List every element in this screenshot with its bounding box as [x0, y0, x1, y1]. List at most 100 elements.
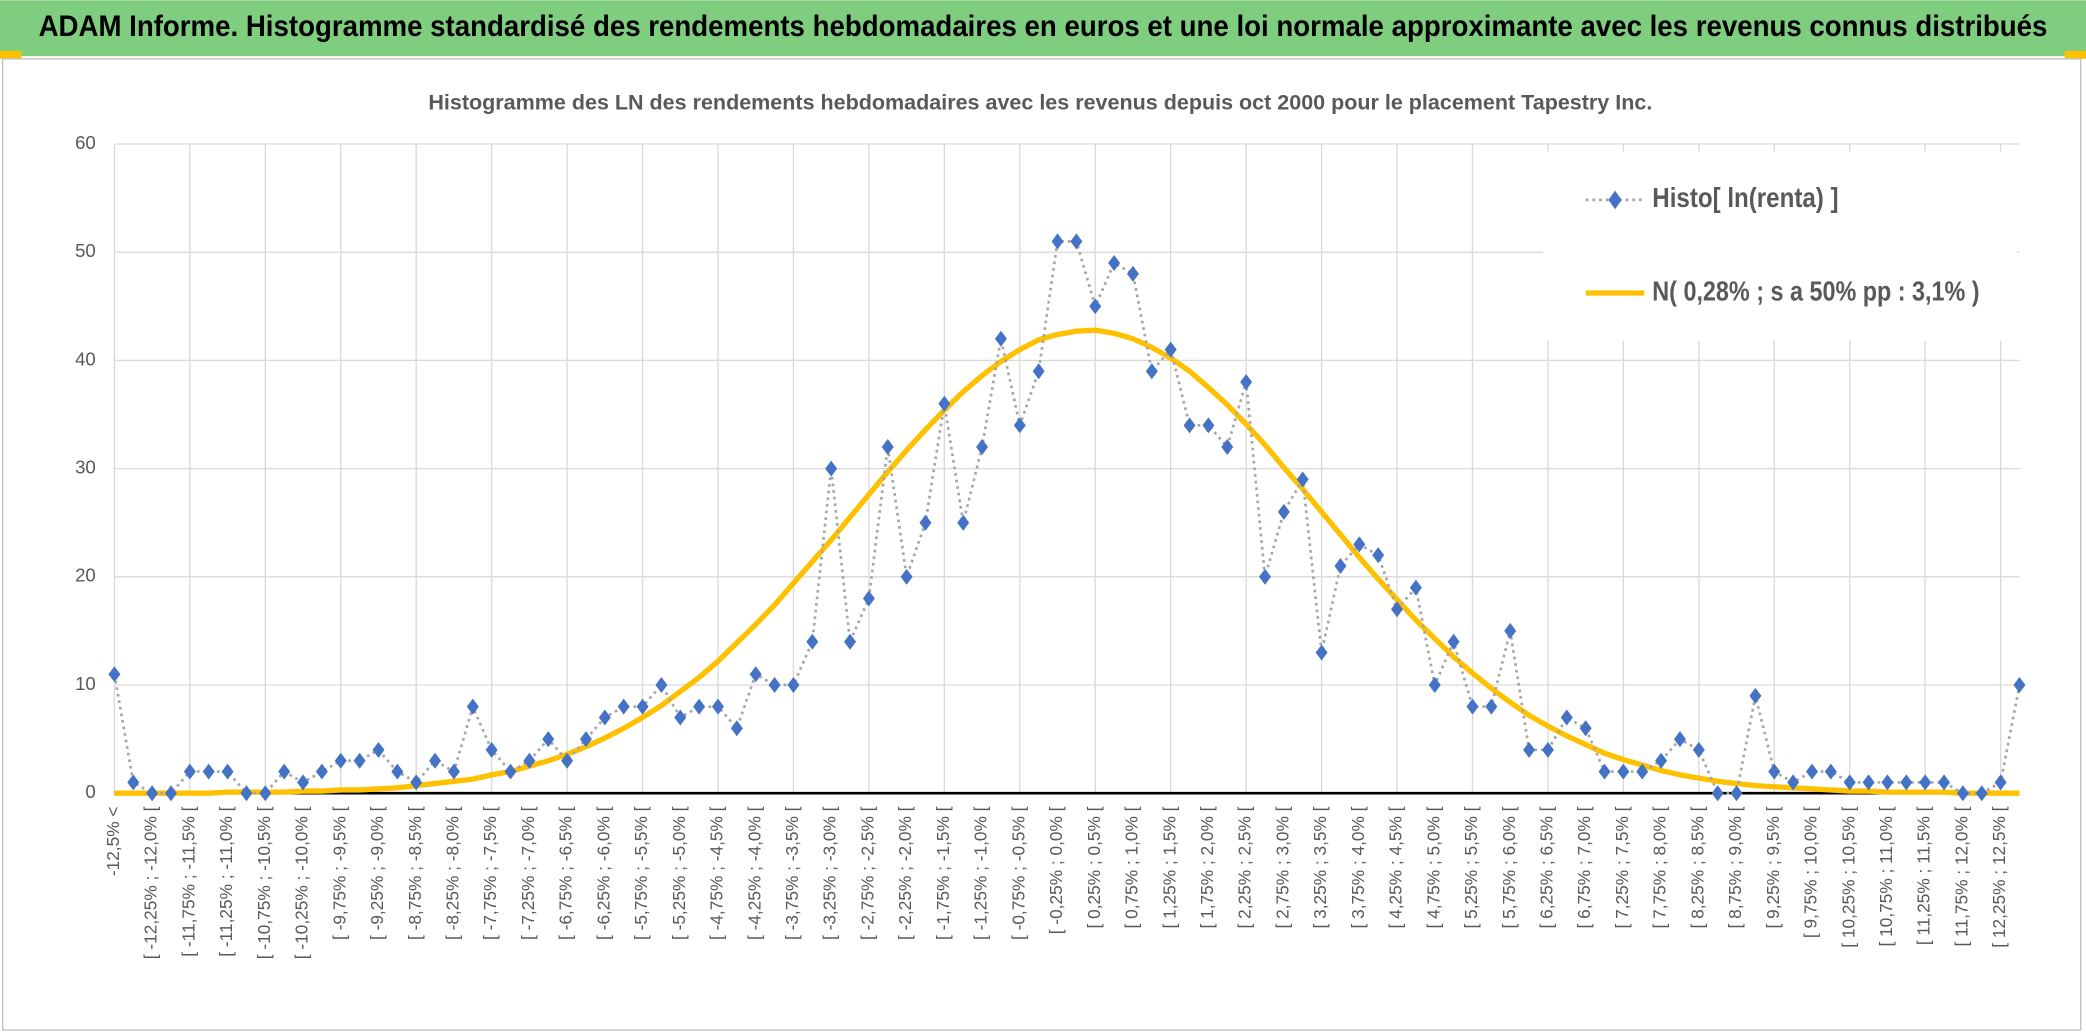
data-point	[202, 763, 215, 780]
x-tick-label: [ 7,25% ; 7,5% [	[1612, 806, 1632, 928]
corner	[2064, 50, 2086, 59]
data-point	[1692, 741, 1705, 758]
x-tick-label: [ -5,25% ; -5,0% [	[669, 806, 689, 940]
data-point	[844, 633, 857, 650]
x-tick-label: [ 10,75% ; 11,0% [	[1876, 806, 1896, 946]
data-point	[1202, 417, 1215, 434]
x-tick-label: [ 7,75% ; 8,0% [	[1650, 806, 1670, 928]
data-point	[1655, 752, 1668, 769]
data-point	[221, 763, 234, 780]
data-point	[598, 709, 611, 726]
data-point	[1259, 568, 1271, 585]
data-point	[1409, 579, 1422, 596]
legend-label: N( 0,28% ; s a 50% pp : 3,1% )	[1652, 275, 1979, 306]
x-tick-label: [ 11,75% ; 12,0% [	[1951, 806, 1971, 946]
data-point	[108, 666, 121, 683]
chart-border	[1, 58, 2082, 1031]
data-point	[165, 785, 177, 802]
x-tick-label: [ 1,25% ; 1,5% [	[1159, 806, 1179, 928]
x-tick-label: [ -1,25% ; -1,0% [	[971, 806, 991, 940]
x-tick-label: [ -10,25% ; -10,0% [	[292, 806, 312, 959]
x-tick-label: [ 9,75% ; 10,0% [	[1801, 806, 1821, 938]
data-point	[1277, 503, 1290, 520]
data-point	[146, 785, 159, 802]
data-point	[410, 774, 423, 791]
data-point	[372, 741, 385, 758]
data-point	[787, 677, 800, 693]
data-point	[1787, 774, 1800, 791]
data-point	[391, 763, 404, 780]
data-point	[693, 698, 706, 715]
data-point	[1221, 438, 1234, 455]
data-point	[1315, 644, 1328, 661]
page-title: ADAM Informe. Histogramme standardisé de…	[39, 11, 2048, 43]
data-point	[1881, 774, 1894, 791]
data-point	[1447, 633, 1460, 650]
data-point	[957, 514, 970, 531]
data-point	[825, 460, 838, 477]
x-tick-label: [ 11,25% ; 11,5% [	[1914, 806, 1934, 945]
data-point	[240, 785, 253, 802]
x-tick-label: [ -7,25% ; -7,0% [	[518, 806, 538, 940]
data-point	[1749, 687, 1762, 704]
data-point	[1598, 763, 1611, 780]
y-tick-label: 30	[75, 457, 96, 478]
y-tick-label: 60	[75, 132, 96, 153]
data-point	[1956, 785, 1969, 802]
data-point	[1466, 698, 1479, 715]
data-point	[1051, 233, 1064, 250]
data-point	[1108, 255, 1121, 272]
x-tick-label: [ -2,25% ; -2,0% [	[895, 806, 915, 940]
data-point	[1504, 622, 1517, 639]
x-tick-label: [ 4,25% ; 4,5% [	[1386, 806, 1406, 928]
y-tick-label: 10	[75, 673, 96, 694]
data-point	[1164, 341, 1177, 358]
data-point	[485, 741, 498, 758]
data-point	[1560, 709, 1573, 726]
data-point	[1938, 774, 1951, 791]
data-point	[919, 514, 932, 531]
y-tick-label: 40	[75, 348, 96, 369]
data-point	[1975, 785, 1988, 802]
legend-marker	[1608, 190, 1622, 210]
data-point	[278, 763, 291, 780]
y-tick-label: 20	[75, 565, 96, 586]
x-tick-label: [ -6,25% ; -6,0% [	[593, 806, 613, 940]
x-tick-label: [ 1,75% ; 2,0% [	[1197, 806, 1217, 928]
data-point	[1485, 698, 1498, 715]
data-point	[1334, 558, 1347, 574]
x-tick-label: [ 5,75% ; 6,0% [	[1499, 806, 1519, 928]
title-bar	[0, 0, 2086, 57]
x-tick-label: [ -12,25% ; -12,0% [	[141, 806, 161, 959]
data-point	[1541, 741, 1554, 758]
x-tick-label: [ 2,75% ; 3,0% [	[1272, 806, 1292, 928]
x-tick-label: [ -9,25% ; -9,0% [	[367, 806, 387, 940]
data-point	[938, 395, 951, 412]
y-tick-label: 0	[85, 781, 95, 802]
chart-title: Histogramme des LN des rendements hebdom…	[428, 91, 1652, 115]
data-point	[429, 752, 442, 769]
data-point	[674, 709, 687, 726]
x-tick-label: [ -10,75% ; -10,5% [	[254, 806, 274, 959]
data-point	[579, 731, 592, 748]
data-point	[1806, 763, 1818, 780]
x-tick-label: [ -6,75% ; -6,5% [	[556, 806, 576, 940]
data-point	[1617, 763, 1630, 780]
data-point	[1673, 731, 1686, 748]
x-tick-label: [ 9,25% ; 9,5% [	[1763, 806, 1783, 928]
x-tick-label: [ -5,75% ; -5,5% [	[631, 806, 651, 940]
data-point	[2013, 677, 2026, 693]
x-tick-label: [ 8,25% ; 8,5% [	[1687, 806, 1707, 928]
data-point	[561, 752, 574, 769]
x-tick-label: [ -0,25% ; 0,0% [	[1046, 806, 1066, 934]
x-tick-label: [ 2,25% ; 2,5% [	[1235, 806, 1255, 928]
data-point	[1391, 601, 1404, 618]
data-point	[636, 698, 649, 715]
data-point	[1768, 763, 1781, 780]
legend-label: Histo[ ln(renta) ]	[1652, 182, 1838, 213]
x-tick-label: [ -9,75% ; -9,5% [	[329, 806, 349, 940]
x-tick-label: [ 0,25% ; 0,5% [	[1084, 806, 1104, 928]
data-point	[1579, 720, 1592, 737]
